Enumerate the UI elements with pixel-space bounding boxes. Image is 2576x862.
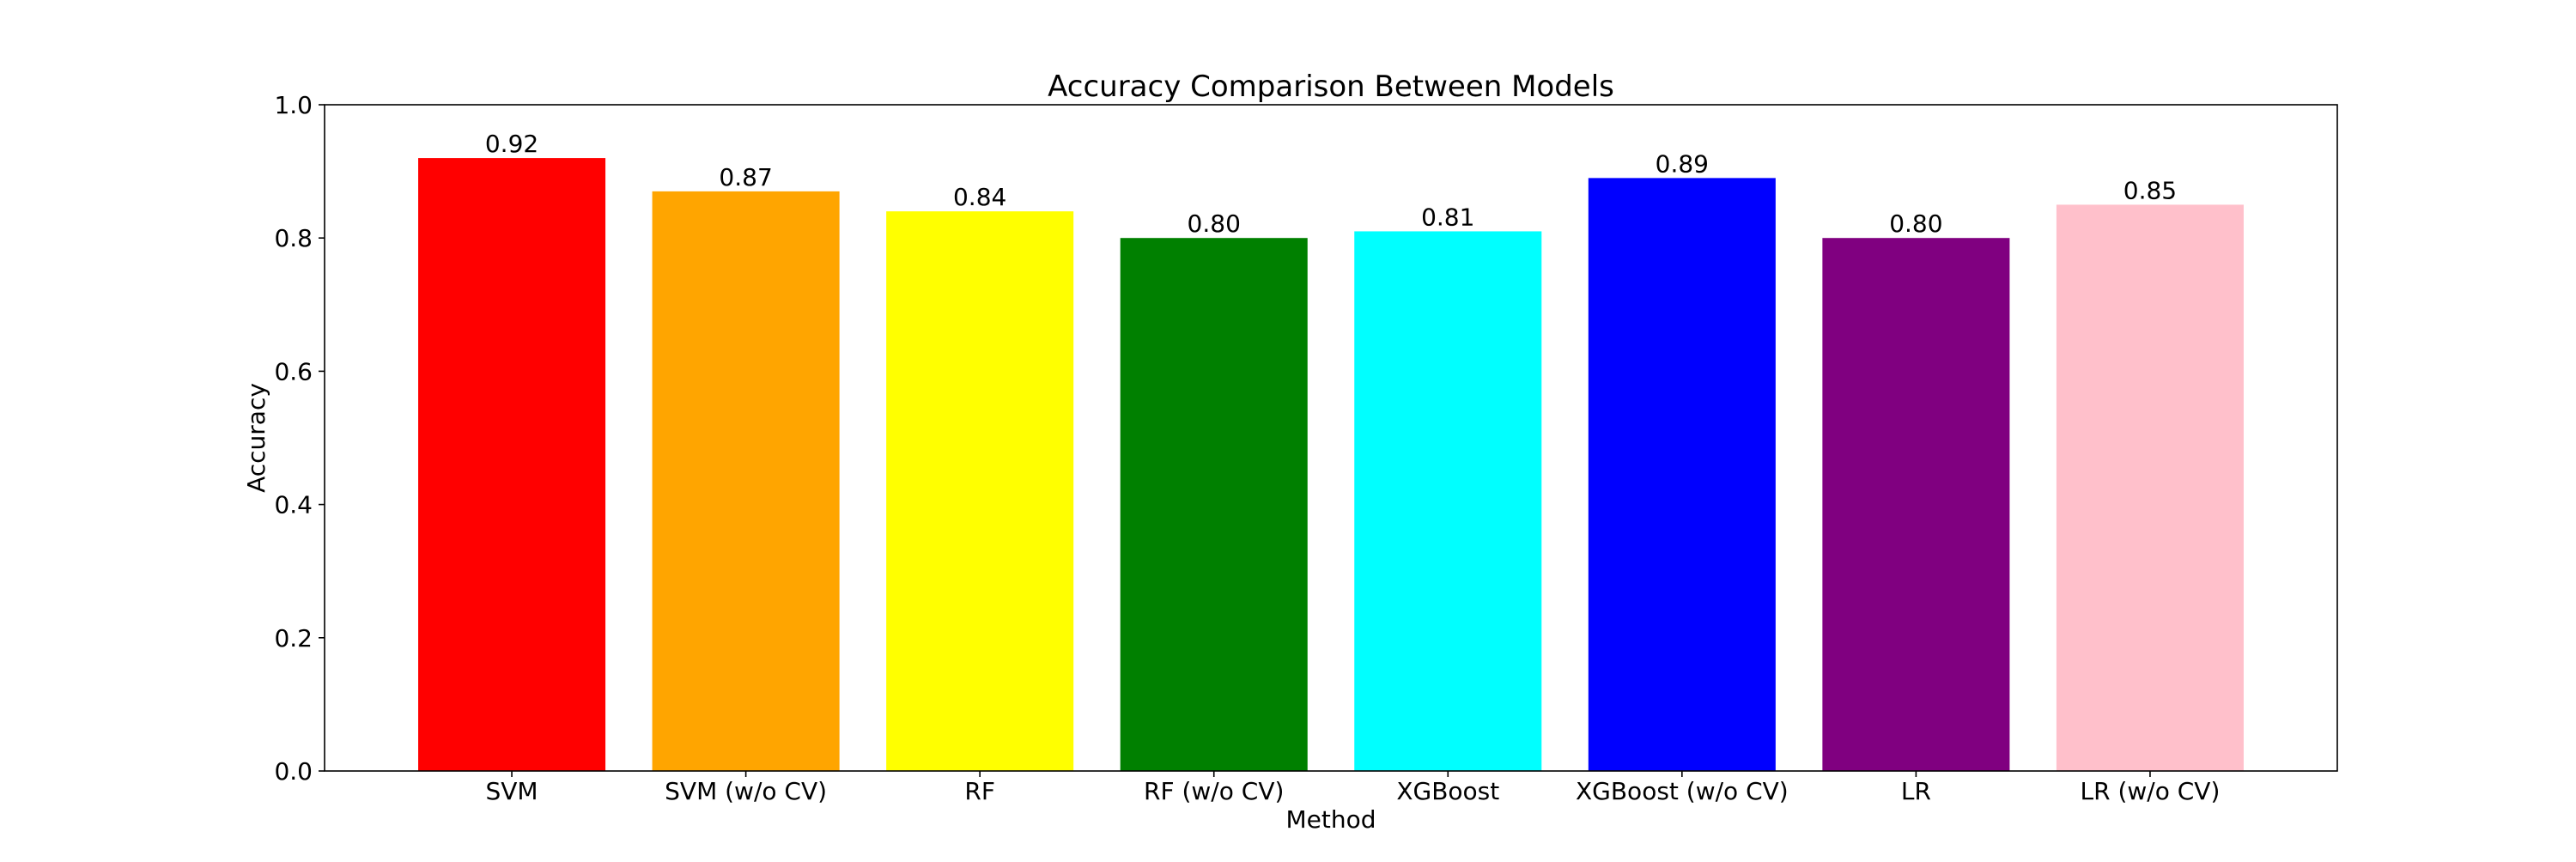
y-tick-label: 0.8 — [274, 224, 313, 252]
y-tick-label: 0.2 — [274, 624, 313, 653]
bar-value-label: 0.89 — [1656, 149, 1709, 178]
y-axis-label: Accuracy — [242, 383, 270, 493]
bar-value-label: 0.84 — [953, 183, 1006, 211]
x-tick-label: LR — [1901, 777, 1931, 805]
bar-1 — [652, 191, 840, 771]
y-tick-label: 0.4 — [274, 491, 313, 519]
bar-value-label: 0.81 — [1421, 203, 1474, 231]
plot-frame — [324, 104, 2338, 772]
bar-value-label: 0.80 — [1889, 209, 1942, 238]
y-tick-label: 0.0 — [274, 757, 313, 786]
bar-value-label: 0.80 — [1188, 209, 1241, 238]
chart-title: Accuracy Comparison Between Models — [1048, 70, 1614, 104]
bar-3 — [1120, 238, 1308, 771]
x-tick-label: RF — [964, 777, 995, 805]
y-tick-label: 0.6 — [274, 357, 313, 385]
bar-7 — [2056, 204, 2244, 771]
bar-0 — [418, 158, 606, 771]
bar-value-label: 0.92 — [485, 130, 538, 158]
x-tick-label: SVM (w/o CV) — [665, 777, 827, 805]
bar-2 — [886, 211, 1074, 771]
bar-value-label: 0.85 — [2123, 176, 2177, 204]
x-tick-label: XGBoost (w/o CV) — [1576, 777, 1789, 805]
x-tick-label: SVM — [485, 777, 538, 805]
x-tick-label: XGBoost — [1396, 777, 1499, 805]
bar-value-label: 0.87 — [719, 163, 772, 191]
x-axis-label: Method — [1285, 805, 1376, 834]
bar-6 — [1822, 238, 2010, 771]
bar-5 — [1588, 178, 1776, 772]
bar-4 — [1354, 231, 1542, 771]
y-tick-label: 1.0 — [274, 91, 313, 119]
x-tick-label: LR (w/o CV) — [2081, 777, 2221, 805]
x-tick-label: RF (w/o CV) — [1144, 777, 1284, 805]
